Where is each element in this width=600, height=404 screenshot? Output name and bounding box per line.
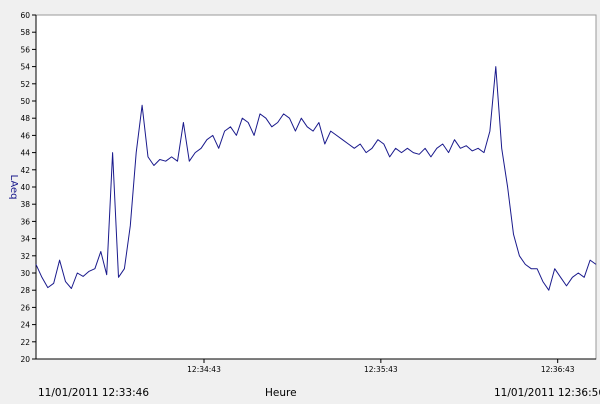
y-tick-label: 56: [20, 45, 30, 54]
plot-area: [35, 14, 597, 360]
x-tick-label: 12:35:43: [364, 365, 398, 374]
start-time-label: 11/01/2011 12:33:46: [38, 387, 150, 399]
y-tick-label: 50: [20, 97, 30, 106]
y-tick-label: 42: [20, 166, 30, 175]
end-time-label: 11/01/2011 12:36:56: [494, 387, 600, 399]
y-tick-label: 54: [20, 63, 30, 72]
series-line-0: [35, 66, 597, 291]
y-tick-label: 36: [20, 217, 30, 226]
x-tick-label: 12:34:43: [187, 365, 221, 374]
x-axis: 12:34:43 12:35:43 12:36:43: [36, 358, 596, 374]
y-tick-label: 32: [20, 252, 30, 261]
y-tick-label: 34: [20, 235, 30, 244]
y-tick-label: 48: [20, 114, 30, 123]
y-tick-label: 44: [20, 149, 30, 158]
y-tick-label: 58: [20, 28, 30, 37]
y-tick-label: 38: [20, 200, 30, 209]
y-tick-label: 60: [20, 11, 30, 20]
y-axis: 20 22 24 26 28 30 32 34 36 38 40 42 44 46 48 50 52 54 56 58…: [20, 11, 37, 364]
y-tick-label: 24: [20, 321, 30, 330]
y-tick-label: 20: [20, 355, 30, 364]
series-group: [35, 66, 597, 291]
y-tick-label: 26: [20, 303, 30, 312]
y-tick-label: 40: [20, 183, 30, 192]
x-tick-label: 12:36:43: [541, 365, 575, 374]
y-axis-label: LAeq: [8, 175, 19, 200]
time-axis-label: Heure: [265, 387, 297, 399]
y-tick-label: 22: [20, 338, 30, 347]
y-tick-label: 46: [20, 131, 30, 140]
y-tick-label: 52: [20, 80, 30, 89]
y-tick-label: 30: [20, 269, 30, 278]
y-tick-label: 28: [20, 286, 30, 295]
